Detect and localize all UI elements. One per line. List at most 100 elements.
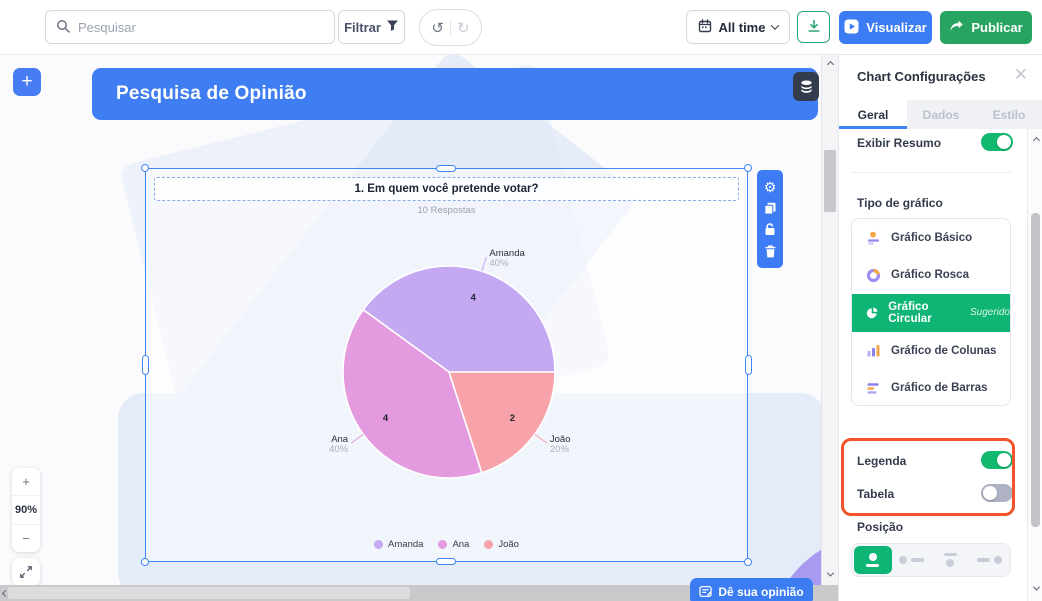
legend-label: Amanda xyxy=(388,539,424,550)
chart-type-columns[interactable]: Gráfico de Colunas xyxy=(852,332,1010,370)
selection-handle[interactable] xyxy=(744,558,752,566)
highlight-annotation-box xyxy=(841,438,1015,516)
chart-type-section-label: Tipo de gráfico xyxy=(857,196,943,210)
download-button[interactable] xyxy=(797,11,830,43)
filter-button[interactable]: Filtrar xyxy=(338,10,405,44)
legend-item[interactable]: Amanda xyxy=(374,539,423,550)
zoom-in-button[interactable]: + xyxy=(22,474,30,490)
legend-label: Ana xyxy=(452,539,470,550)
legend-toggle[interactable] xyxy=(981,451,1013,469)
chart-widget[interactable]: 1. Em quem você pretende votar? 10 Respo… xyxy=(145,168,748,562)
legend-dot xyxy=(438,540,448,549)
undo-button[interactable]: ↺ xyxy=(431,19,444,37)
scroll-up-arrow[interactable] xyxy=(1029,133,1042,147)
selection-handle[interactable] xyxy=(745,355,752,375)
funnel-icon xyxy=(386,19,399,35)
search-box[interactable] xyxy=(45,10,335,44)
widget-delete-button[interactable] xyxy=(762,243,778,259)
visualize-label: Visualizar xyxy=(866,20,927,35)
widget-toolbar: ⚙ xyxy=(757,170,783,268)
unlock-icon xyxy=(765,223,775,236)
survey-title: Pesquisa de Opinião xyxy=(116,83,307,104)
pie-chart-icon xyxy=(866,308,878,319)
widget-duplicate-button[interactable] xyxy=(762,200,778,216)
filter-label: Filtrar xyxy=(344,19,381,35)
survey-title-banner[interactable]: Pesquisa de Opinião xyxy=(92,68,819,120)
selection-handle[interactable] xyxy=(436,165,456,172)
tab-dados[interactable]: Dados xyxy=(922,107,960,122)
download-icon xyxy=(807,19,821,36)
pie-leader-line xyxy=(350,433,364,444)
selection-handle[interactable] xyxy=(141,164,149,172)
position-option-right[interactable] xyxy=(970,546,1008,574)
pie-leader-line xyxy=(481,256,487,272)
time-range-dropdown[interactable]: All time xyxy=(686,10,790,44)
pie-label: 40% xyxy=(329,444,349,455)
layers-stack-icon[interactable] xyxy=(793,72,819,101)
scrollbar-thumb[interactable] xyxy=(1031,213,1040,527)
feedback-label: Dê sua opinião xyxy=(718,584,804,599)
scroll-down-arrow[interactable] xyxy=(823,567,837,581)
chart-type-donut[interactable]: Gráfico Rosca xyxy=(852,257,1010,295)
tab-geral[interactable]: Geral xyxy=(839,100,907,129)
add-element-button[interactable]: + xyxy=(13,68,41,96)
legend-item[interactable]: Ana xyxy=(438,539,469,550)
selection-handle[interactable] xyxy=(141,558,149,566)
scrollbar-thumb[interactable] xyxy=(824,150,836,212)
chevron-down-icon xyxy=(771,21,780,30)
pie-label: Ana xyxy=(331,434,349,445)
position-option-bottom[interactable] xyxy=(854,546,892,574)
search-input[interactable] xyxy=(78,19,324,35)
search-icon xyxy=(56,19,70,36)
pie-label: 40% xyxy=(489,258,509,269)
sidebar-scrollbar[interactable] xyxy=(1027,129,1042,601)
feedback-button[interactable]: Dê sua opinião xyxy=(690,578,813,601)
legend-dot xyxy=(484,540,494,549)
gear-icon: ⚙ xyxy=(763,178,777,195)
visualize-button[interactable]: Visualizar xyxy=(839,11,932,44)
scroll-up-arrow[interactable] xyxy=(823,57,837,71)
chart-type-pie[interactable]: Gráfico Circular Sugerido xyxy=(852,294,1010,332)
scrollbar-thumb[interactable] xyxy=(8,587,410,599)
divider xyxy=(851,172,1011,173)
feedback-icon xyxy=(699,585,712,598)
redo-button[interactable]: ↻ xyxy=(457,19,470,37)
canvas-vertical-scrollbar[interactable] xyxy=(821,55,838,585)
legend-item[interactable]: João xyxy=(484,539,519,550)
panel-tabs: Geral Dados Estilo xyxy=(839,100,1042,129)
question-title: 1. Em quem você pretende votar? xyxy=(354,183,539,195)
publish-button[interactable]: Publicar xyxy=(940,11,1032,44)
chart-type-basic[interactable]: Gráfico Básico xyxy=(852,219,1010,257)
summary-toggle-label: Exibir Resumo xyxy=(857,136,942,150)
panel-title: Chart Configurações xyxy=(857,69,986,84)
zoom-out-button[interactable]: − xyxy=(22,530,30,546)
legend-label: João xyxy=(498,539,519,550)
close-icon[interactable]: ✕ xyxy=(1013,65,1028,84)
table-toggle[interactable] xyxy=(981,484,1013,502)
widget-settings-button[interactable]: ⚙ xyxy=(762,179,778,195)
question-title-box[interactable]: 1. Em quem você pretende votar? xyxy=(154,177,739,201)
selection-handle[interactable] xyxy=(436,558,456,565)
legend-dot xyxy=(374,540,384,549)
position-option-top[interactable] xyxy=(932,546,970,574)
fullscreen-button[interactable] xyxy=(12,558,40,586)
donut-chart-icon xyxy=(866,268,881,282)
selection-handle[interactable] xyxy=(744,164,752,172)
chart-type-bars[interactable]: Gráfico de Barras xyxy=(852,369,1010,405)
scroll-down-arrow[interactable] xyxy=(1029,581,1042,595)
canvas-horizontal-scrollbar[interactable] xyxy=(0,585,838,601)
editor-canvas[interactable]: + Pesquisa de Opinião 1. Em quem você pr… xyxy=(0,55,838,601)
summary-toggle[interactable] xyxy=(981,133,1013,151)
position-option-left[interactable] xyxy=(893,546,931,574)
chart-type-list: Gráfico Básico Gráfico Rosca Gráfico Cir… xyxy=(851,218,1011,406)
selection-handle[interactable] xyxy=(142,355,149,375)
widget-unlock-button[interactable] xyxy=(762,222,778,238)
chart-config-panel: Chart Configurações ✕ Geral Dados Estilo… xyxy=(838,55,1042,601)
history-controls: ↺ ↻ xyxy=(419,9,482,46)
zoom-level: 90% xyxy=(12,495,40,525)
share-arrow-icon xyxy=(949,20,964,36)
pie-label: 20% xyxy=(550,444,570,455)
tab-estilo[interactable]: Estilo xyxy=(992,107,1026,122)
